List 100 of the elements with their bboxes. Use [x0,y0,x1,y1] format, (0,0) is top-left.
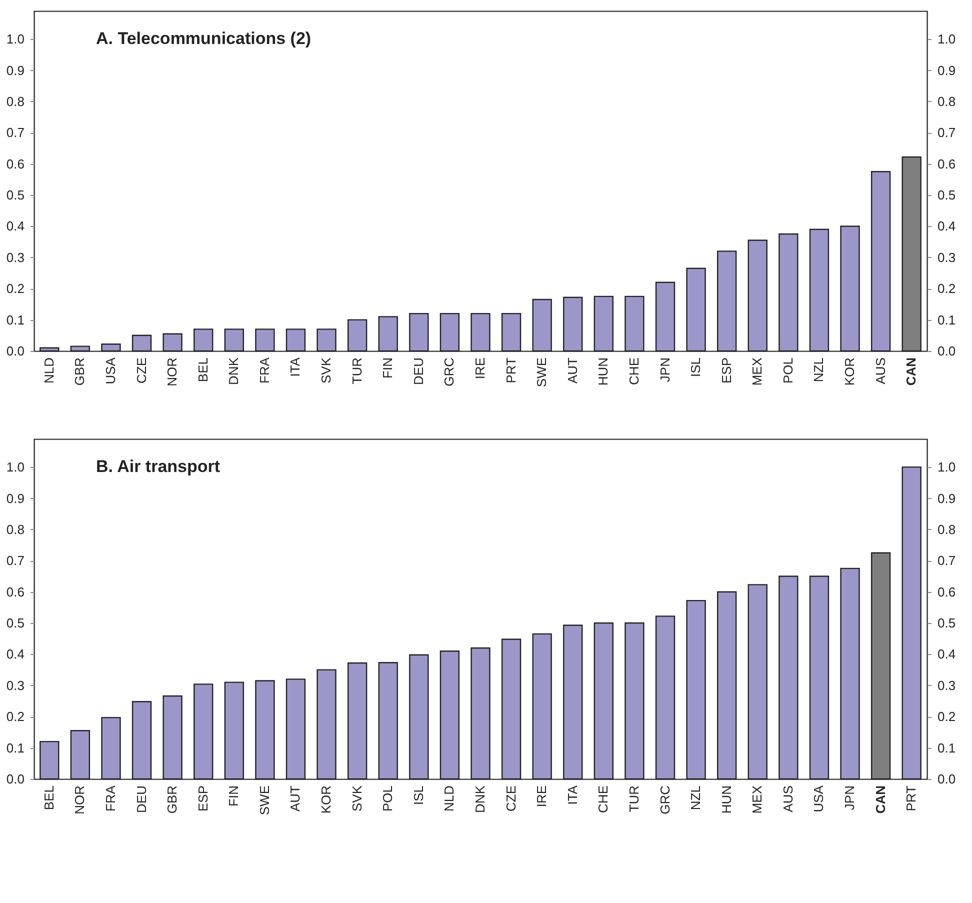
y2-tick-label: 0.5 [938,616,956,631]
x-tick-label: CHE [626,357,642,385]
y2-tick-label: 0.0 [938,344,956,358]
x-tick-label: NOR [72,786,88,814]
x-tick-label: NZL [688,786,704,810]
x-tick-label: HUN [596,358,611,386]
bar [101,344,121,352]
x-tick-label: AUT [564,357,580,384]
y-tick-label: 0.9 [6,490,24,506]
bar [470,647,490,780]
bar [286,678,306,780]
x-tick-label: KOR [318,786,334,814]
bar [316,669,336,780]
bar [624,622,644,780]
x-tick-label: TUR [626,786,642,812]
bar [717,591,737,780]
x-tick-label: SVK [318,357,334,384]
x-tick-label: JPN [657,358,672,382]
y2-tick-label: 0.1 [938,312,956,328]
x-tick-label: ESP [195,786,210,812]
y-tick-label: 0.6 [6,584,24,600]
x-tick-label: DEU [410,358,426,385]
bar [655,282,676,352]
bar [748,240,768,352]
bar [347,662,368,780]
y-tick-label: 0.3 [6,678,24,693]
x-tick-label: DNK [226,357,242,385]
x-tick-label: AUT [288,785,303,812]
x-tick-label: CAN [872,786,888,814]
y-tick-label: 0.6 [6,156,24,172]
y2-tick-label: 0.9 [938,62,956,78]
y2-tick-label: 0.2 [938,709,956,724]
x-tick-label: PRT [904,785,919,812]
x-tick-label: CZE [503,785,518,812]
x-tick-label: AUS [780,785,796,812]
x-tick-label: NLD [442,786,457,812]
bar [286,328,306,352]
y-tick-label: 0.8 [6,94,24,109]
x-tick-label: CAN [904,358,919,386]
y-tick-label: 0.4 [6,646,24,662]
x-tick-label: GRC [657,786,672,814]
y2-tick-label: 0.6 [938,584,956,600]
x-tick-label: CHE [596,785,611,813]
bar [255,680,275,780]
x-tick-label: IRE [472,357,488,380]
x-tick-label: ISL [688,358,704,378]
y-tick-label: 0.2 [6,281,24,296]
x-tick-label: MEX [750,357,765,386]
x-tick-label: SWE [534,357,550,388]
bar [316,328,336,352]
x-tick-label: PRT [503,357,518,384]
x-tick-label: FIN [226,786,242,806]
x-tick-label: GBR [72,358,88,386]
y-tick-label: 0.8 [6,522,24,537]
bar [655,616,676,780]
bar [501,638,522,780]
x-tick-label: HUN [718,786,734,814]
y-tick-label: 0.0 [6,772,24,786]
x-tick-label: ITA [564,785,580,805]
y2-tick-label: 0.4 [938,646,956,662]
y2-tick-label: 0.1 [938,740,956,756]
bar [778,576,798,780]
y-tick-label: 0.5 [6,188,24,203]
bar [563,296,583,352]
y-tick-label: 1.0 [6,460,24,475]
bar [902,156,922,352]
x-tick-label: ITA [288,357,303,377]
x-tick-label: USA [102,357,118,384]
bar [70,730,90,780]
y2-tick-label: 0.2 [938,281,956,296]
bar [778,233,798,352]
bar [686,600,706,780]
x-tick-label: POL [380,786,396,812]
bar [347,319,368,352]
y2-tick-label: 1.0 [938,460,956,475]
x-tick-label: DNK [472,785,488,813]
text: B. Air transport [96,457,220,476]
bar [902,466,922,780]
x-tick-label: NLD [41,358,56,384]
bar [132,334,152,352]
bar [532,633,552,780]
y-tick-label: 0.7 [6,125,24,140]
x-tick-label: ESP [718,358,734,384]
y-tick-label: 0.9 [6,62,24,78]
bar [440,312,460,352]
bar [624,296,644,352]
y2-tick-label: 0.8 [938,94,956,109]
bar [194,684,214,780]
y2-tick-label: 0.5 [938,188,956,203]
y-tick-label: 0.1 [6,312,24,328]
x-tick-label: FIN [380,358,396,378]
x-tick-label: TUR [349,358,364,384]
x-tick-label: FRA [256,357,272,384]
bar [101,716,121,780]
y-tick-label: 0.0 [6,344,24,358]
bar [594,622,614,780]
y-tick-label: 0.7 [6,553,24,568]
y-tick-label: 0.5 [6,616,24,631]
x-tick-label: USA [811,785,826,812]
x-tick-label: GRC [442,358,457,386]
